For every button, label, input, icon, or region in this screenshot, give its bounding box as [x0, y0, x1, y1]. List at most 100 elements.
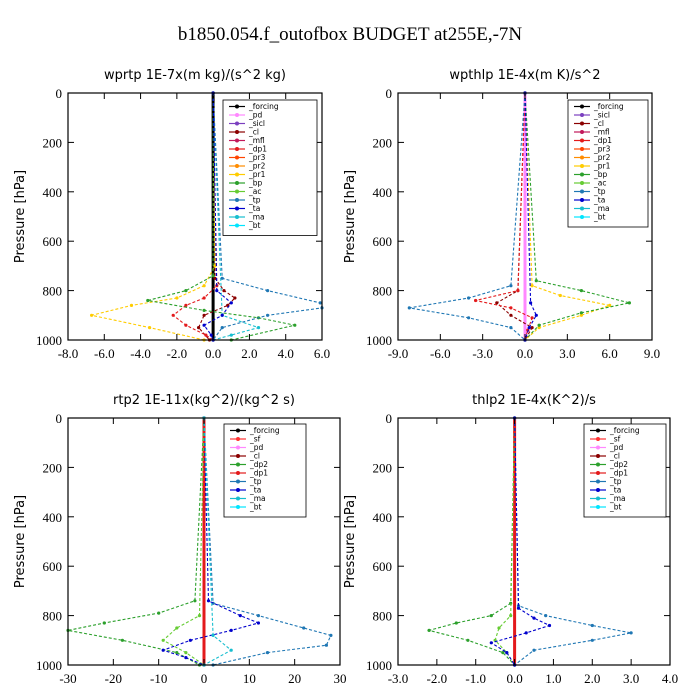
x-tick-label: 4.0 [278, 346, 294, 361]
x-tick-label: 20 [288, 671, 301, 686]
series-point [202, 296, 206, 300]
series-point [590, 638, 594, 642]
legend-entry: _ma [593, 204, 610, 213]
legend-marker [580, 198, 584, 202]
legend-marker [236, 505, 240, 509]
x-tick-label: 6.0 [314, 346, 330, 361]
legend-entry: _ac [248, 187, 261, 196]
series-point [229, 333, 233, 337]
legend: _forcing_sicl_cl_mfl_dp1_pr3_pr2_pr1_bp_… [567, 99, 649, 228]
legend-marker [235, 104, 239, 109]
series-point [204, 333, 208, 337]
series-point [129, 303, 134, 307]
series-point [516, 606, 521, 610]
series-point [530, 316, 534, 320]
legend-entry: _bt [249, 503, 262, 512]
legend-entry: _cl [593, 119, 604, 128]
series-point [202, 284, 206, 288]
legend-marker [596, 471, 600, 475]
y-tick-label: 600 [373, 234, 393, 249]
series-point [175, 626, 179, 630]
legend-entry: _pr2 [248, 162, 266, 171]
series-point [544, 614, 548, 618]
y-axis-label: Pressure [hPa] [343, 170, 358, 263]
y-axis-label: Pressure [hPa] [13, 170, 28, 263]
series-point [509, 284, 513, 288]
series-tp [203, 417, 332, 666]
legend-marker [596, 445, 600, 450]
legend-marker [580, 189, 584, 194]
series-point [211, 274, 215, 278]
panel-3: rtp2 1E-11x(kg^2)/(kg^2 s) Pressure [hPa]… [13, 393, 347, 686]
y-tick-label: 0 [386, 411, 393, 426]
series-point [197, 614, 202, 618]
series-point [509, 326, 513, 330]
panel-title: thlp2 1E-4x(K^2)/s [472, 393, 596, 408]
series-point [302, 626, 306, 630]
legend-entry: _ta [249, 486, 261, 495]
legend-entry: _tp [249, 477, 262, 486]
legend-entry: _pr1 [248, 170, 266, 179]
series-point [256, 614, 260, 618]
x-tick-label: 9.0 [644, 346, 660, 361]
series-ta [524, 92, 537, 341]
series-ma [203, 417, 233, 666]
series-point [197, 326, 201, 330]
legend-entry: _bt [609, 503, 622, 512]
legend-entry: _sicl [593, 111, 610, 120]
legend-entry: _mfl [248, 136, 265, 145]
y-tick-label: 200 [43, 460, 63, 475]
series-point [211, 633, 215, 638]
x-tick-label: -20 [105, 671, 122, 686]
legend-marker [235, 198, 239, 202]
series-point [530, 284, 534, 288]
series-point [579, 289, 584, 293]
series-point [474, 298, 478, 303]
series-point [329, 633, 333, 638]
x-tick-label: 10 [243, 671, 256, 686]
series-point [184, 651, 188, 655]
legend-marker [596, 428, 600, 433]
legend-marker [596, 488, 600, 492]
legend-entry: _ac [593, 179, 606, 188]
series-point [157, 611, 161, 615]
x-tick-label: 0.0 [506, 671, 522, 686]
legend-marker [236, 496, 240, 501]
y-tick-label: 1000 [36, 658, 62, 673]
legend-marker [580, 113, 584, 117]
series-ta [489, 417, 551, 666]
legend-marker [596, 437, 600, 441]
legend-entry: _tp [248, 196, 261, 205]
series-point [534, 313, 538, 317]
x-tick-label: -3.0 [388, 671, 409, 686]
series-point [148, 326, 152, 330]
legend-entry: _sf [249, 435, 261, 444]
series-point [537, 326, 541, 330]
x-tick-label: 1.0 [545, 671, 561, 686]
legend: _forcing_pd_sicl_cl_mfl_dp1_pr3_pr2_pr1_… [222, 99, 318, 236]
figure-title: b1850.054.f_outofbox BUDGET at255E,-7N [178, 24, 523, 45]
series-point [527, 326, 531, 330]
legend-marker [580, 130, 584, 134]
series-point [407, 306, 411, 310]
y-axis-label: Pressure [hPa] [13, 495, 28, 588]
y-tick-label: 600 [43, 234, 63, 249]
series-point [175, 651, 179, 655]
series-point [175, 296, 179, 300]
series-group [407, 91, 632, 342]
legend-entry: _dp2 [249, 460, 268, 469]
legend-marker [236, 471, 240, 475]
series-point [256, 326, 261, 330]
y-tick-label: 400 [43, 185, 63, 200]
x-tick-label: -3.0 [472, 346, 493, 361]
series-point [220, 326, 224, 330]
series-point [627, 301, 632, 305]
legend-entry: _pr1 [593, 162, 611, 171]
legend-marker [596, 505, 600, 509]
legend-entry: _bp [248, 179, 263, 188]
series-point [184, 656, 188, 660]
y-tick-label: 200 [373, 135, 393, 150]
legend-entry: _forcing [248, 102, 279, 111]
legend-entry: _sf [609, 435, 621, 444]
